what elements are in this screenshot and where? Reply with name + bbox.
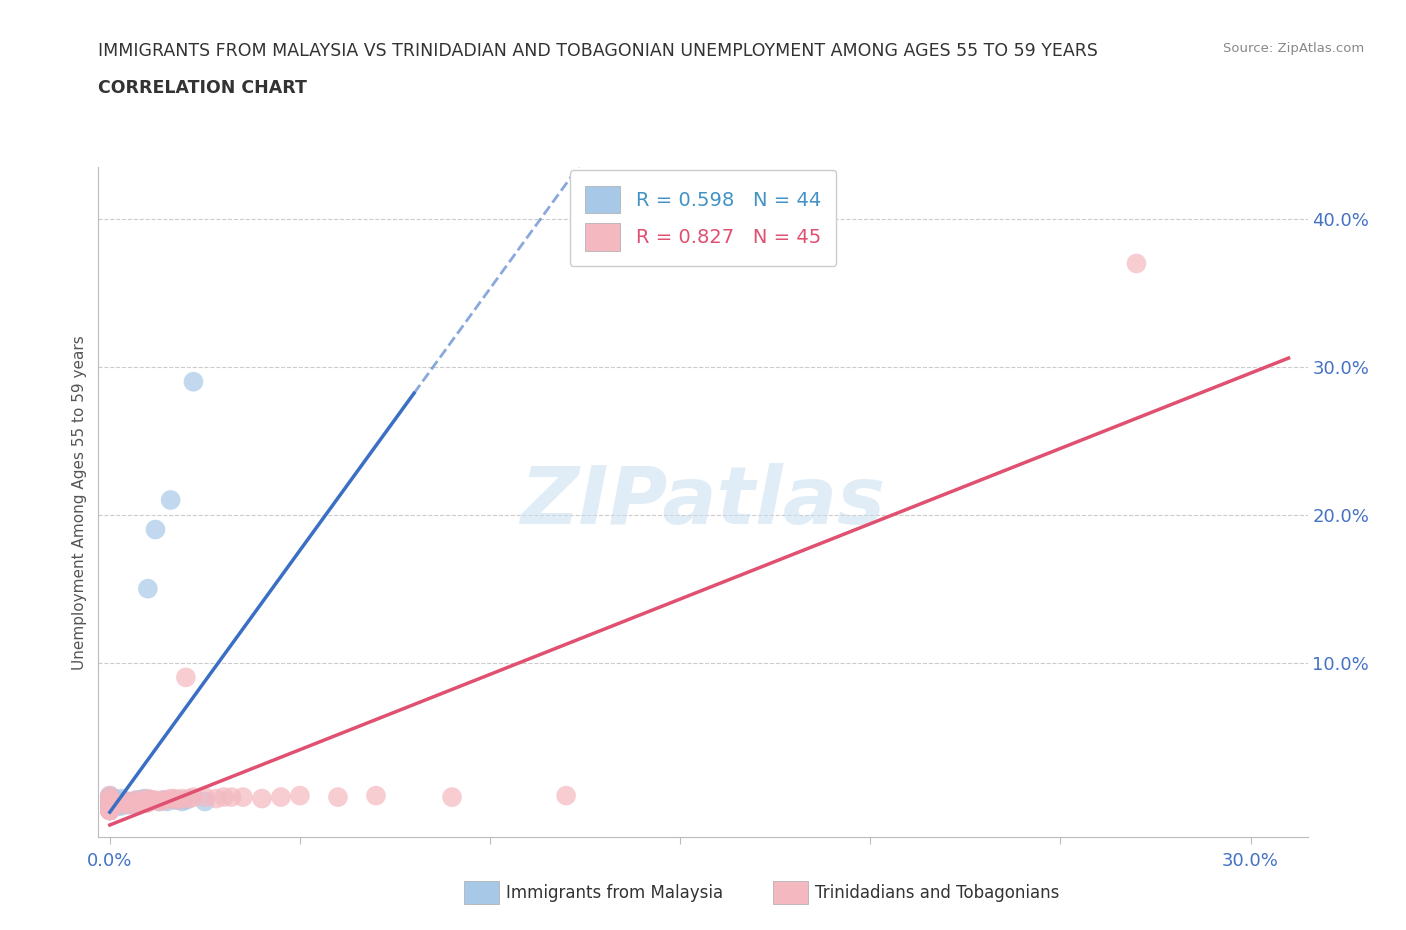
Point <box>156 794 179 809</box>
Point <box>326 790 349 804</box>
Point <box>98 794 121 809</box>
Point <box>98 799 121 814</box>
Point <box>145 522 167 537</box>
Point <box>107 792 129 807</box>
Point <box>136 794 159 809</box>
Point <box>98 791 121 806</box>
Point <box>136 791 159 806</box>
Point <box>118 794 141 809</box>
Point <box>141 792 163 807</box>
Point <box>132 795 155 810</box>
Text: CORRELATION CHART: CORRELATION CHART <box>98 79 308 97</box>
Point <box>118 797 141 812</box>
Point <box>205 791 228 806</box>
Y-axis label: Unemployment Among Ages 55 to 59 years: Unemployment Among Ages 55 to 59 years <box>72 335 87 670</box>
Point <box>129 792 152 807</box>
Point <box>441 790 464 804</box>
Point <box>148 794 170 809</box>
Point <box>98 799 121 814</box>
Point <box>183 790 205 804</box>
Point <box>156 792 179 807</box>
Point <box>121 797 143 812</box>
Point <box>141 792 163 807</box>
Point <box>118 794 141 809</box>
Text: Trinidadians and Tobagonians: Trinidadians and Tobagonians <box>815 884 1060 902</box>
Point <box>152 792 174 807</box>
Point <box>98 797 121 812</box>
Point <box>270 790 292 804</box>
Point <box>163 791 186 806</box>
Point <box>136 581 159 596</box>
Point <box>125 795 148 810</box>
Point <box>110 791 132 806</box>
Point <box>98 803 121 817</box>
Point <box>250 791 273 806</box>
Point <box>1125 256 1147 271</box>
Point <box>121 794 143 809</box>
Point <box>98 803 121 817</box>
Point <box>125 792 148 807</box>
Point <box>288 788 311 803</box>
Point <box>145 792 167 807</box>
Point <box>179 791 201 806</box>
Point <box>194 790 217 804</box>
Point <box>152 792 174 807</box>
Point <box>98 792 121 807</box>
Point <box>125 792 148 807</box>
Point <box>98 803 121 817</box>
Point <box>221 790 243 804</box>
Point <box>183 374 205 389</box>
Point <box>232 790 254 804</box>
Point <box>212 790 235 804</box>
Point <box>98 803 121 817</box>
Point <box>98 791 121 806</box>
Point <box>98 788 121 803</box>
Text: IMMIGRANTS FROM MALAYSIA VS TRINIDADIAN AND TOBAGONIAN UNEMPLOYMENT AMONG AGES 5: IMMIGRANTS FROM MALAYSIA VS TRINIDADIAN … <box>98 42 1098 60</box>
Point <box>110 799 132 814</box>
Point <box>98 790 121 804</box>
Point <box>110 797 132 812</box>
Text: ZIPatlas: ZIPatlas <box>520 463 886 541</box>
Point <box>98 803 121 817</box>
Point <box>174 670 197 684</box>
Point <box>159 791 181 806</box>
Point <box>364 788 387 803</box>
Point <box>98 792 121 807</box>
Point <box>125 797 148 812</box>
Point <box>114 795 136 810</box>
Point <box>132 792 155 807</box>
Legend: R = 0.598   N = 44, R = 0.827   N = 45: R = 0.598 N = 44, R = 0.827 N = 45 <box>569 170 837 266</box>
Point <box>107 799 129 814</box>
Point <box>555 788 578 803</box>
Point <box>170 794 193 809</box>
Point <box>129 795 152 810</box>
Point <box>163 792 186 807</box>
Text: Immigrants from Malaysia: Immigrants from Malaysia <box>506 884 723 902</box>
Point <box>98 803 121 817</box>
Text: Source: ZipAtlas.com: Source: ZipAtlas.com <box>1223 42 1364 55</box>
Point <box>167 792 190 807</box>
Point <box>114 797 136 812</box>
Point <box>170 791 193 806</box>
Point <box>148 794 170 809</box>
Point <box>129 794 152 809</box>
Point <box>98 788 121 803</box>
Point <box>194 794 217 809</box>
Point <box>136 795 159 810</box>
Point <box>107 795 129 810</box>
Point <box>118 797 141 812</box>
Point <box>132 791 155 806</box>
Point <box>98 803 121 817</box>
Point <box>174 792 197 807</box>
Point <box>110 794 132 809</box>
Point <box>121 795 143 810</box>
Point <box>167 792 190 807</box>
Point <box>98 803 121 817</box>
Point <box>98 795 121 810</box>
Point <box>159 493 181 508</box>
Point <box>98 795 121 810</box>
Point <box>98 803 121 817</box>
